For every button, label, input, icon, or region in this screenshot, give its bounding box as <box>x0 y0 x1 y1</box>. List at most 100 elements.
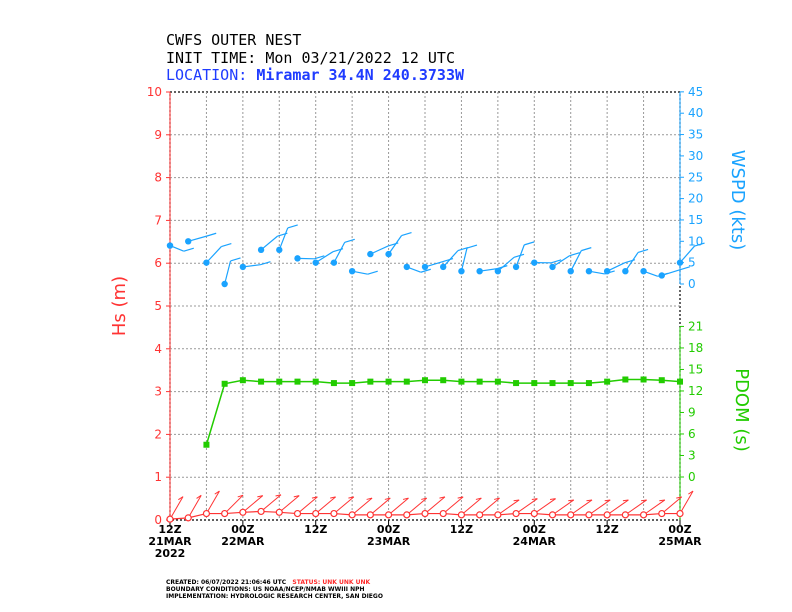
boundary-text: BOUNDARY CONDITIONS: US NOAA/NCEP/NMAB W… <box>166 586 365 593</box>
wspd-point <box>257 246 265 254</box>
hs-arrow-head <box>641 499 647 502</box>
hs-direction-arrow <box>187 495 202 519</box>
hs-direction-arrow <box>169 496 184 520</box>
hs-point <box>366 511 374 519</box>
location-value: Miramar 34.4N 240.3733W <box>256 66 465 84</box>
wspd-point <box>221 280 228 288</box>
wspd-point <box>640 267 647 275</box>
wspd-barb <box>460 247 468 272</box>
hs-direction-arrow <box>497 499 520 516</box>
hs-arrow-head <box>330 496 336 499</box>
wspd-barb-flag <box>442 257 454 263</box>
hs-arrow-head <box>366 497 373 500</box>
hs-tick-label: 3 <box>154 385 162 399</box>
wspd-barb-flag <box>637 248 649 254</box>
hs-arrow-head <box>457 496 464 499</box>
tp-tick-label: 12 <box>688 384 703 398</box>
hs-arrow-head <box>475 497 482 500</box>
tp-point <box>440 377 447 384</box>
wspd-point <box>603 267 611 275</box>
wspd-point <box>531 259 538 266</box>
hs-point <box>603 511 611 519</box>
wspd-point <box>421 263 429 271</box>
hs-arrow-head <box>586 499 593 502</box>
hs-point <box>676 509 684 518</box>
wspd-barb-flag <box>287 224 298 229</box>
footer: CREATED: 06/07/2022 21:06:46 UTC STATUS:… <box>166 572 383 600</box>
hs-point <box>184 514 192 522</box>
wspd-barb <box>278 227 289 251</box>
tp-line <box>205 378 681 445</box>
tp-point <box>294 378 301 385</box>
location-label: LOCATION: <box>166 66 257 84</box>
wspd-tick-label: 40 <box>688 106 703 120</box>
hs-direction-arrow <box>479 497 500 516</box>
tp-point <box>494 378 501 385</box>
hs-tick-label: 8 <box>154 171 162 185</box>
wspd-point <box>403 263 410 271</box>
wspd-barb <box>442 250 459 268</box>
wspd-barb-flag <box>206 232 217 237</box>
x-tick-label: 12Z <box>450 523 473 536</box>
wspd-barb-flag <box>183 247 194 252</box>
wspd-point <box>166 242 174 249</box>
hs-direction-arrow <box>370 497 391 516</box>
tp-point <box>513 380 520 387</box>
hs-direction-arrow <box>661 496 683 514</box>
wspd-point <box>458 267 465 275</box>
wspd-barb-flag <box>513 253 525 258</box>
tp-tick-label: 0 <box>688 470 696 484</box>
hs-point <box>384 511 393 519</box>
wspd-barb <box>515 244 525 268</box>
tp-point <box>531 380 538 387</box>
hs-point <box>275 508 283 516</box>
hs-direction-arrow <box>606 499 629 516</box>
hs-direction-arrow <box>424 496 446 514</box>
hs-arrow-head <box>214 490 220 495</box>
wspd-barb-flag <box>367 270 378 275</box>
hs-point <box>239 508 247 516</box>
hs-tick-label: 1 <box>154 470 162 484</box>
hs-point <box>658 509 666 518</box>
tp-point <box>312 378 319 385</box>
wspd-barb-flag <box>466 244 478 249</box>
wspd-barb-flag <box>260 261 271 266</box>
created-text: CREATED: 06/07/2022 21:06:46 UTC <box>166 579 287 586</box>
wspd-barb-flag <box>457 247 469 252</box>
wspd-point <box>185 238 192 245</box>
tp-tick-label: 3 <box>688 448 696 462</box>
tp-point <box>622 376 629 383</box>
wspd-point <box>622 267 629 275</box>
wspd-axis-title: WSPD (kts) <box>727 150 748 251</box>
hs-point <box>567 511 575 519</box>
hs-arrow-head <box>688 490 694 495</box>
hs-arrow-head <box>439 496 446 499</box>
hs-arrow-head <box>549 498 556 500</box>
hs-arrow-head <box>676 496 682 499</box>
wspd-point <box>567 267 574 275</box>
x-tick-label: 00Z <box>231 523 254 536</box>
wspd-barb-flag <box>420 268 431 273</box>
tp-point <box>549 380 556 387</box>
wspd-tick-label: 0 <box>688 277 696 291</box>
hs-direction-arrow <box>570 499 593 516</box>
tp-point <box>330 380 337 387</box>
hs-direction-arrow <box>643 499 666 516</box>
hs-direction-arrow <box>588 499 611 516</box>
wspd-barb-flag <box>551 259 562 264</box>
wspd-barb-flag <box>581 247 592 252</box>
hs-arrow-head <box>257 495 263 498</box>
hs-point <box>457 511 466 519</box>
x-tick-label: 12Z <box>304 523 327 536</box>
hs-tick-label: 6 <box>154 256 162 270</box>
tp-point <box>367 378 374 385</box>
wspd-point <box>385 250 392 258</box>
wspd-barb <box>224 260 232 285</box>
tp-tick-label: 15 <box>688 362 703 376</box>
wspd-barb-flag <box>694 242 705 247</box>
hs-direction-arrow <box>679 490 694 514</box>
tp-point <box>458 378 465 385</box>
wspd-barb <box>315 251 334 264</box>
hs-arrow-head <box>659 499 665 502</box>
hs-point <box>257 507 265 516</box>
